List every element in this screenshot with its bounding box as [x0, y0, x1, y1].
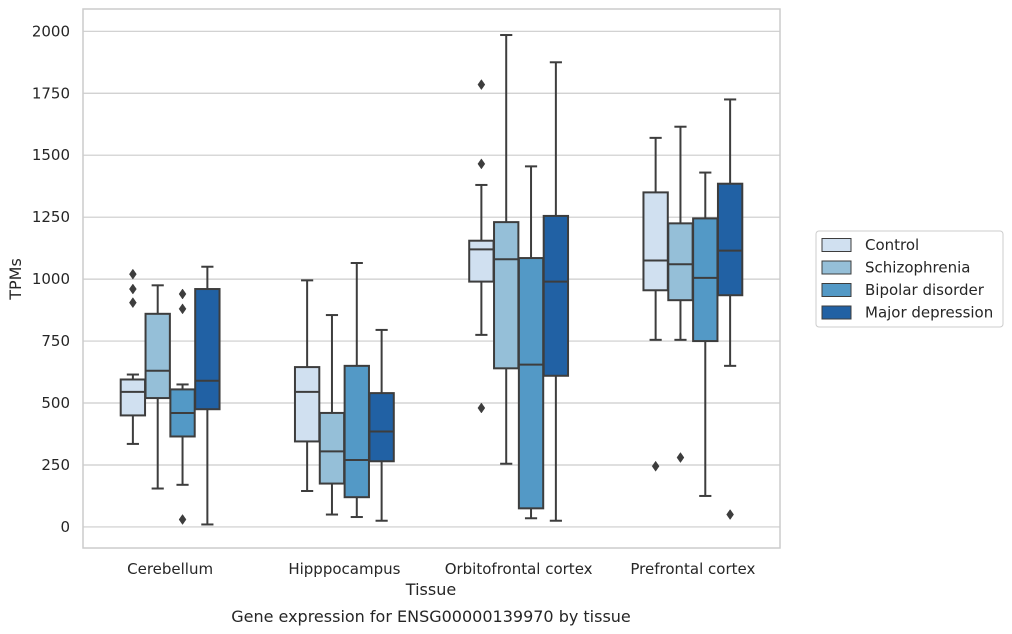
box-bipolar-disorder: [517, 165, 545, 520]
y-tick-label: 1500: [32, 146, 70, 164]
box-iqr: [343, 364, 370, 499]
box-schizophrenia: [144, 284, 171, 490]
legend-label: Schizophrenia: [865, 259, 970, 277]
box-iqr: [517, 257, 545, 510]
box-major-depression: [716, 98, 744, 520]
x-tick-label: Cerebellum: [127, 560, 213, 578]
box-iqr: [667, 222, 694, 302]
box-iqr: [194, 288, 221, 411]
y-axis-ticks: 0 250 500 750 1000 1250 1500 1750 2000: [32, 22, 70, 536]
box-bipolar-disorder: [343, 262, 370, 519]
y-tick-label: 1750: [32, 84, 70, 102]
outlier-point: [651, 460, 660, 472]
box-bipolar-disorder: [692, 171, 719, 497]
box-bipolar-disorder: [169, 288, 196, 525]
box-major-depression: [542, 61, 570, 522]
legend-frame: [815, 230, 1004, 328]
y-tick-label: 750: [41, 332, 70, 350]
box-iqr: [119, 378, 147, 417]
box-control: [293, 279, 321, 493]
box-iqr: [318, 411, 346, 485]
box-schizophrenia: [667, 125, 694, 463]
box-iqr: [368, 392, 395, 463]
box-control: [119, 268, 147, 445]
legend-swatch: [821, 260, 852, 275]
box-schizophrenia: [318, 314, 346, 516]
legend: Control Schizophrenia Bipolar disorder Majo…: [815, 230, 1004, 328]
outlier-point: [178, 288, 187, 300]
legend-swatch: [821, 305, 852, 320]
outlier-point: [477, 158, 486, 170]
box-iqr: [293, 366, 321, 443]
outlier-point: [129, 268, 137, 280]
box-major-depression: [368, 328, 395, 522]
box-major-depression: [194, 265, 221, 526]
box-iqr: [493, 221, 520, 370]
outlier-point: [178, 303, 187, 315]
legend-label: Major depression: [865, 304, 993, 322]
box-iqr: [692, 217, 719, 343]
outlier-point: [676, 452, 685, 463]
y-tick-label: 0: [60, 518, 70, 536]
outlier-point: [477, 79, 486, 91]
chart-caption: Gene expression for ENSG00000139970 by t…: [231, 607, 631, 626]
legend-label: Control: [865, 236, 919, 254]
outlier-point: [477, 402, 486, 414]
outlier-point: [726, 509, 734, 520]
x-tick-label: Orbitofrontal cortex: [445, 560, 593, 578]
y-axis-title: TPMs: [6, 258, 25, 301]
boxes: [119, 34, 744, 526]
box-iqr: [642, 191, 669, 292]
box-iqr: [542, 214, 570, 377]
y-tick-label: 250: [41, 456, 70, 474]
outlier-point: [129, 283, 137, 295]
y-tick-label: 500: [41, 394, 70, 412]
legend-swatch: [821, 238, 852, 252]
box-iqr: [144, 312, 171, 400]
x-tick-label: Prefrontal cortex: [630, 560, 755, 578]
y-tick-label: 1000: [32, 270, 70, 288]
outlier-point: [178, 514, 187, 525]
box-iqr: [468, 239, 495, 283]
legend-label: Bipolar disorder: [865, 281, 985, 299]
outlier-point: [129, 297, 137, 309]
x-axis-title: Tissue: [405, 580, 456, 599]
box-iqr: [716, 182, 744, 297]
box-control: [468, 79, 495, 414]
legend-swatch: [821, 283, 852, 297]
x-tick-label: Hipppocampus: [288, 560, 400, 578]
y-tick-label: 2000: [32, 22, 70, 40]
y-tick-label: 1250: [32, 208, 70, 226]
x-axis-ticks: Cerebellum Hipppocampus Orbitofrontal cort…: [127, 560, 755, 578]
